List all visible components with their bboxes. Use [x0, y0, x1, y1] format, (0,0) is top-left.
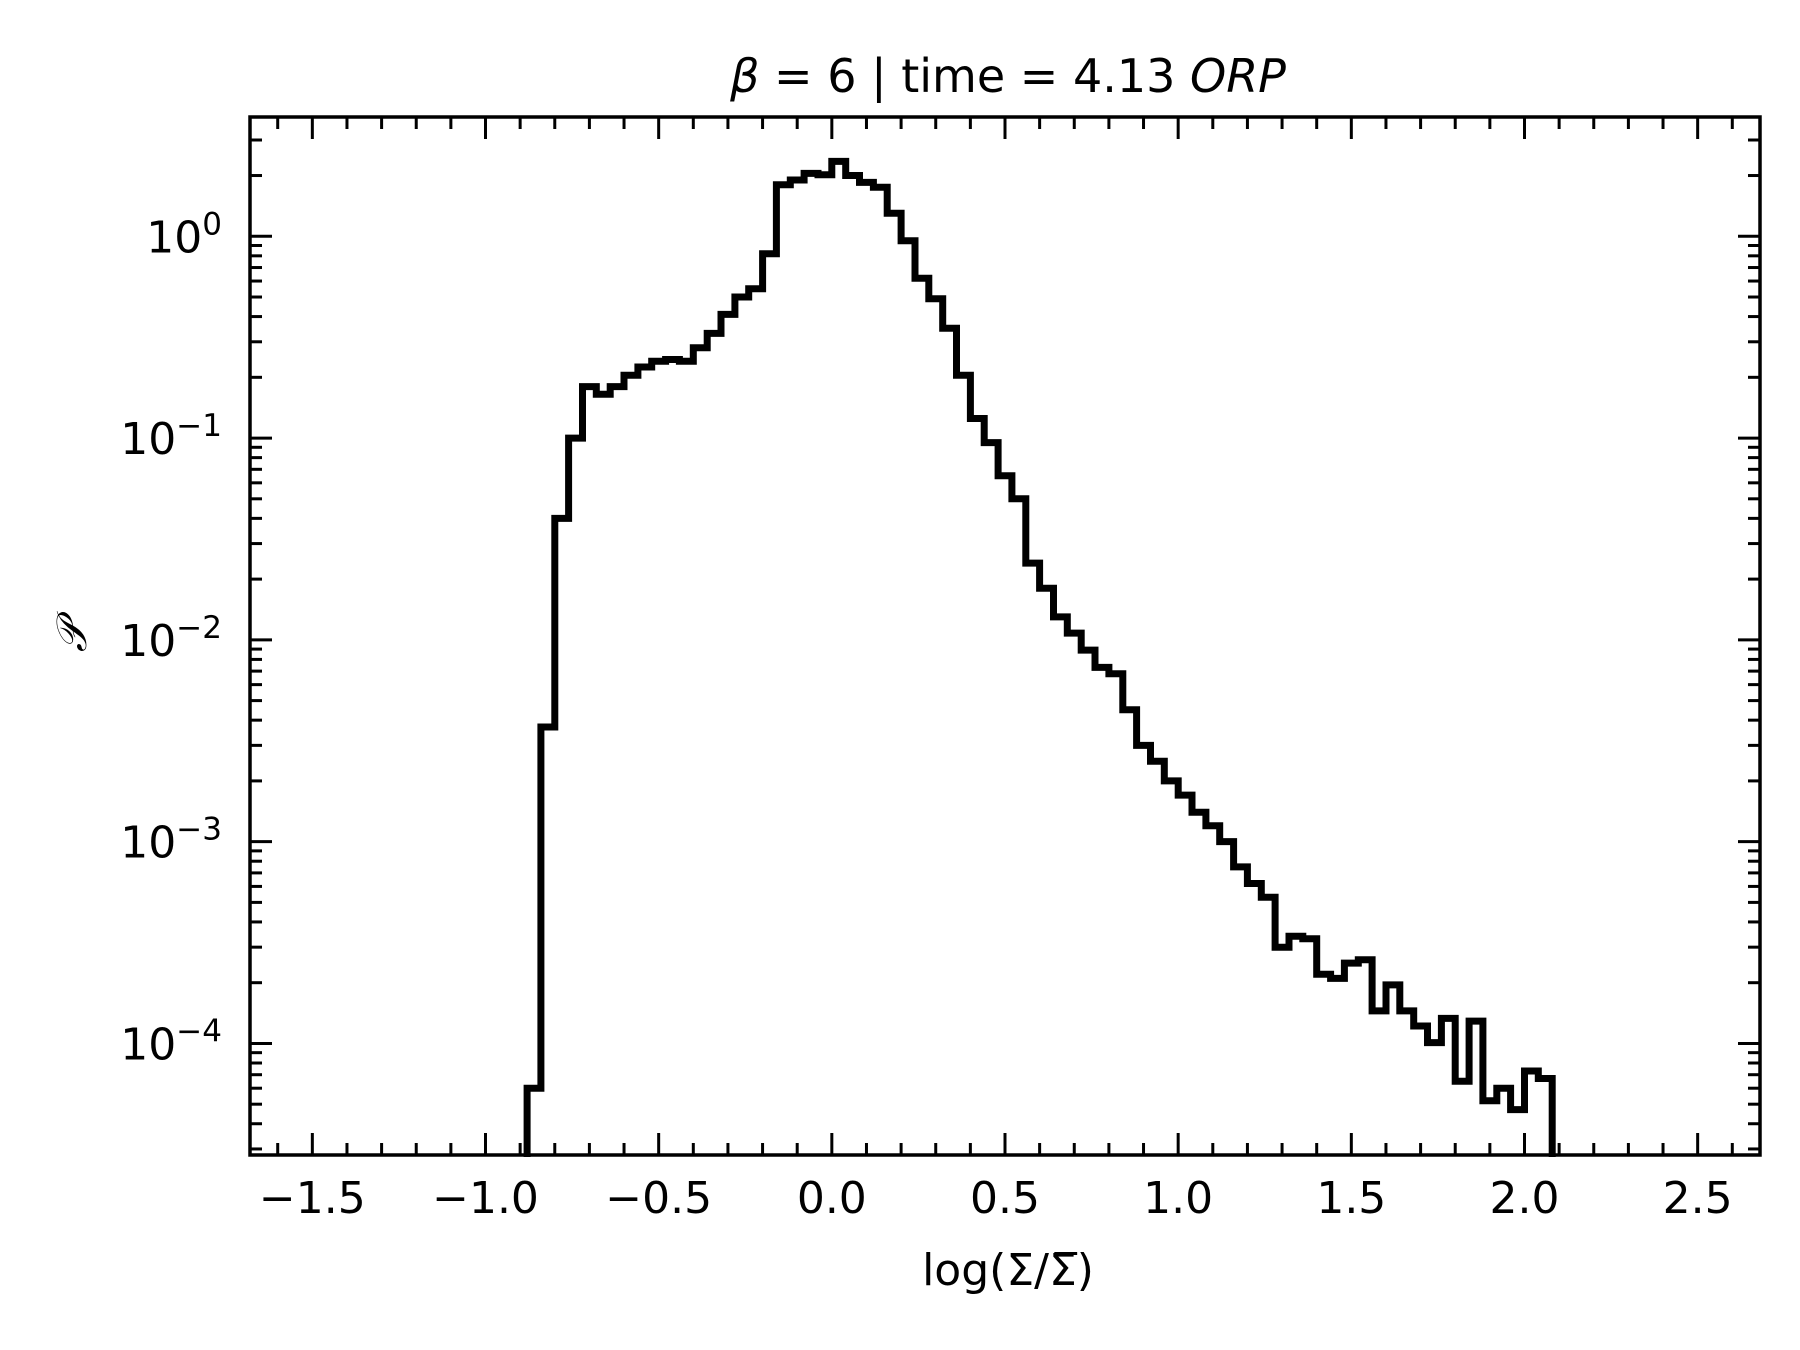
x-tick-label: 2.0 [1490, 1173, 1560, 1224]
y-tick-label: 100 [146, 206, 222, 263]
x-tick-label: 1.5 [1316, 1173, 1386, 1224]
x-tick-labels: −1.5 −1.0 −0.5 0.0 0.5 1.0 1.5 2.0 2.5 [259, 1173, 1733, 1224]
histogram-step-line [523, 157, 1556, 1157]
y-tick-label: 10−2 [120, 610, 222, 667]
x-tick-label: 1.0 [1143, 1173, 1213, 1224]
x-tick-label: −0.5 [605, 1173, 712, 1224]
plot-frame [248, 115, 1762, 1157]
x-tick-label: −1.0 [432, 1173, 539, 1224]
y-axis-label: 𝒫 [47, 611, 96, 652]
y-tick-label: 10−3 [120, 812, 222, 869]
y-tick-label: 10−1 [120, 408, 222, 465]
x-axis-label: log(Σ/Σ̅) [922, 1245, 1094, 1296]
axis-ticks [250, 117, 1760, 1155]
x-tick-label: −1.5 [259, 1173, 366, 1224]
x-tick-label: 0.0 [797, 1173, 867, 1224]
y-tick-labels: 100 10−1 10−2 10−3 10−4 [120, 206, 222, 1070]
x-tick-label: 0.5 [970, 1173, 1040, 1224]
chart-title: β = 6 | time = 4.13 ORP [729, 49, 1286, 104]
y-tick-label: 10−4 [120, 1013, 222, 1070]
x-tick-label: 2.5 [1663, 1173, 1733, 1224]
